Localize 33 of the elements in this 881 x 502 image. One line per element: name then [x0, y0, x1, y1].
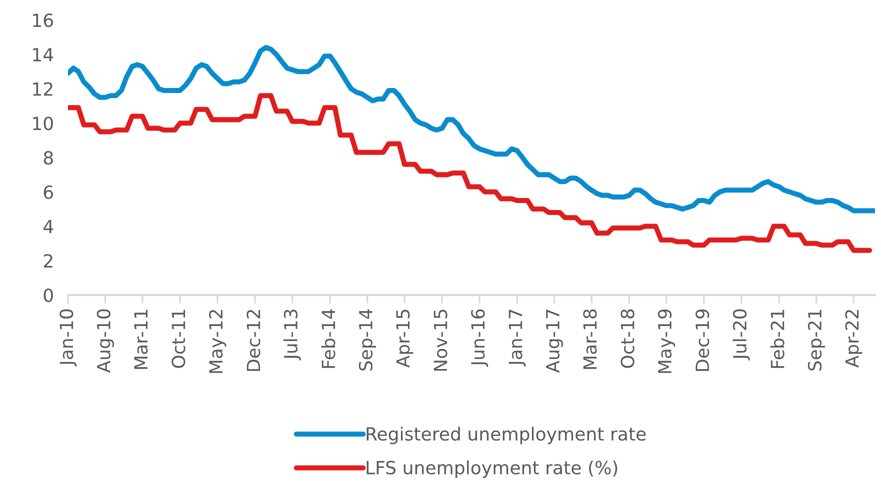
x-tick-label: Jun-16	[471, 309, 488, 367]
x-tick-label: May-12	[209, 310, 226, 373]
x-tick-label: Jan-10	[60, 309, 77, 366]
y-tick-label: 0	[44, 288, 53, 302]
x-tick-label: Apr-15	[396, 310, 414, 368]
x-tick-label: May-19	[658, 309, 676, 373]
legend-label: Registered unemployment rate	[366, 426, 646, 444]
legend-label: LFS unemployment rate (%)	[366, 460, 618, 478]
x-tick-label: Jan-17	[508, 310, 526, 366]
y-tick-label: 2	[44, 254, 52, 268]
x-tick-label: Feb-14	[321, 309, 336, 368]
x-tick-label: Sep-21	[808, 310, 826, 371]
y-tick-label: 10	[33, 116, 53, 130]
y-tick-label: 14	[33, 48, 54, 62]
x-tick-label: Mar-11	[134, 310, 148, 369]
y-tick-label: 12	[33, 82, 52, 96]
x-tick-label: Dec-19	[696, 309, 710, 371]
x-tick-label: Nov-15	[434, 310, 448, 371]
x-tick-label: Feb-21	[770, 310, 784, 368]
x-tick-label: Aug-10	[96, 309, 114, 373]
x-tick-label: Sep-14	[358, 309, 376, 371]
x-tick-label: Jul-20	[732, 309, 750, 360]
x-tick-label: Aug-17	[546, 310, 564, 373]
x-tick-label: Oct-11	[172, 310, 186, 368]
x-tick-label: Mar-18	[583, 309, 597, 369]
y-tick-label: 8	[44, 150, 53, 165]
x-tick-label: Apr-22	[845, 310, 862, 368]
y-tick-label: 4	[44, 220, 54, 234]
y-tick-label: 6	[44, 185, 53, 199]
y-tick-label: 16	[33, 13, 53, 28]
x-tick-label: Oct-18	[620, 309, 634, 368]
x-tick-label: Dec-12	[246, 310, 260, 371]
x-tick-label: Jul-13	[284, 310, 301, 360]
